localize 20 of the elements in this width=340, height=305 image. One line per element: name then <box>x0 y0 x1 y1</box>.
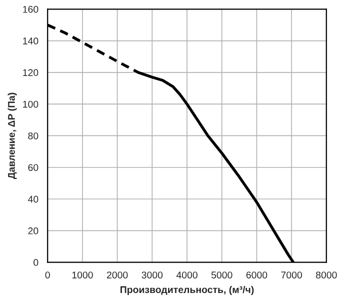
x-tick-label: 1000 <box>72 272 93 278</box>
x-tick-label: 8000 <box>316 272 337 278</box>
y-tick-label: 120 <box>23 69 38 76</box>
y-tick-label: 60 <box>28 164 38 171</box>
x-axis-title: Производительность, (м³/ч) <box>120 286 254 296</box>
x-tick-label: 2000 <box>106 272 128 278</box>
x-tick-label: 6000 <box>246 272 268 278</box>
y-tick-label: 80 <box>28 132 38 140</box>
y-tick-label: 140 <box>23 38 38 44</box>
y-tick-label: 20 <box>28 227 38 234</box>
x-tick-label: 0 <box>45 272 50 278</box>
y-tick-label: 160 <box>23 6 38 13</box>
x-tick-label: 7000 <box>281 272 302 278</box>
x-tick-label: 4000 <box>176 272 198 278</box>
y-tick-label: 0 <box>34 259 38 266</box>
y-tick-label: 100 <box>23 100 38 108</box>
x-tick-label: 5000 <box>211 272 232 278</box>
x-tick-label: 3000 <box>142 272 163 278</box>
y-axis-title: Давление, ΔP (Па) <box>8 92 17 180</box>
y-tick-label: 40 <box>28 196 38 203</box>
